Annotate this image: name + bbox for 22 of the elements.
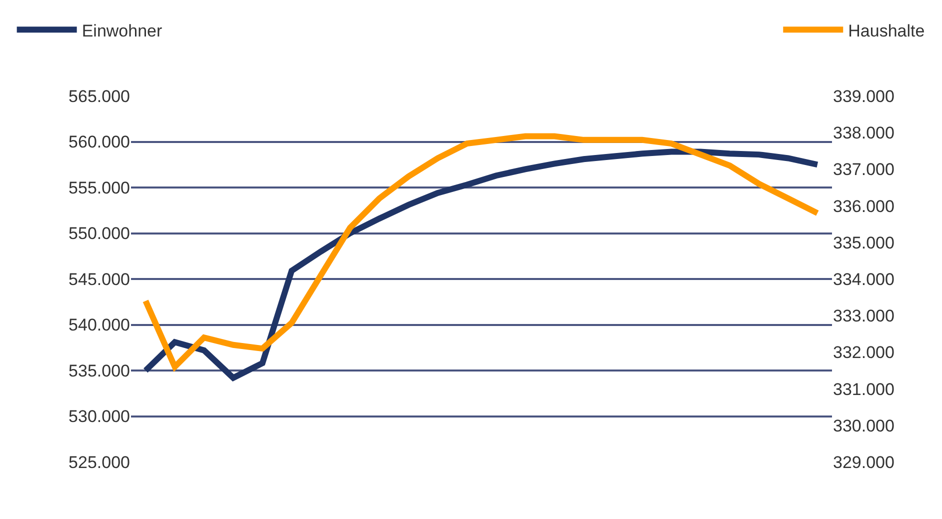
y-tick-label: 565.000 (68, 86, 130, 106)
y-tick-label: 555.000 (68, 178, 130, 198)
y2-tick-label: 336.000 (833, 196, 894, 216)
legend-label: Haushalte (848, 21, 925, 40)
y2-tick-label: 330.000 (833, 416, 894, 436)
y2-tick-label: 337.000 (833, 160, 894, 180)
y-tick-label: 525.000 (68, 452, 130, 472)
y2-tick-label: 339.000 (833, 86, 894, 106)
y2-tick-label: 338.000 (833, 124, 894, 143)
y-tick-label: 540.000 (68, 316, 130, 335)
y2-tick-label: 333.000 (833, 306, 894, 326)
y-tick-label: 550.000 (68, 224, 130, 244)
y2-tick-label: 331.000 (833, 380, 894, 399)
y2-tick-label: 329.000 (833, 452, 894, 472)
y2-tick-label: 334.000 (833, 270, 894, 289)
legend-label: Einwohner (82, 21, 162, 40)
y-tick-label: 530.000 (68, 407, 130, 426)
y-tick-label: 560.000 (68, 132, 130, 152)
y-tick-label: 535.000 (68, 361, 130, 380)
y2-tick-label: 335.000 (833, 233, 894, 252)
y2-tick-label: 332.000 (833, 343, 894, 362)
y-tick-label: 545.000 (68, 270, 130, 289)
